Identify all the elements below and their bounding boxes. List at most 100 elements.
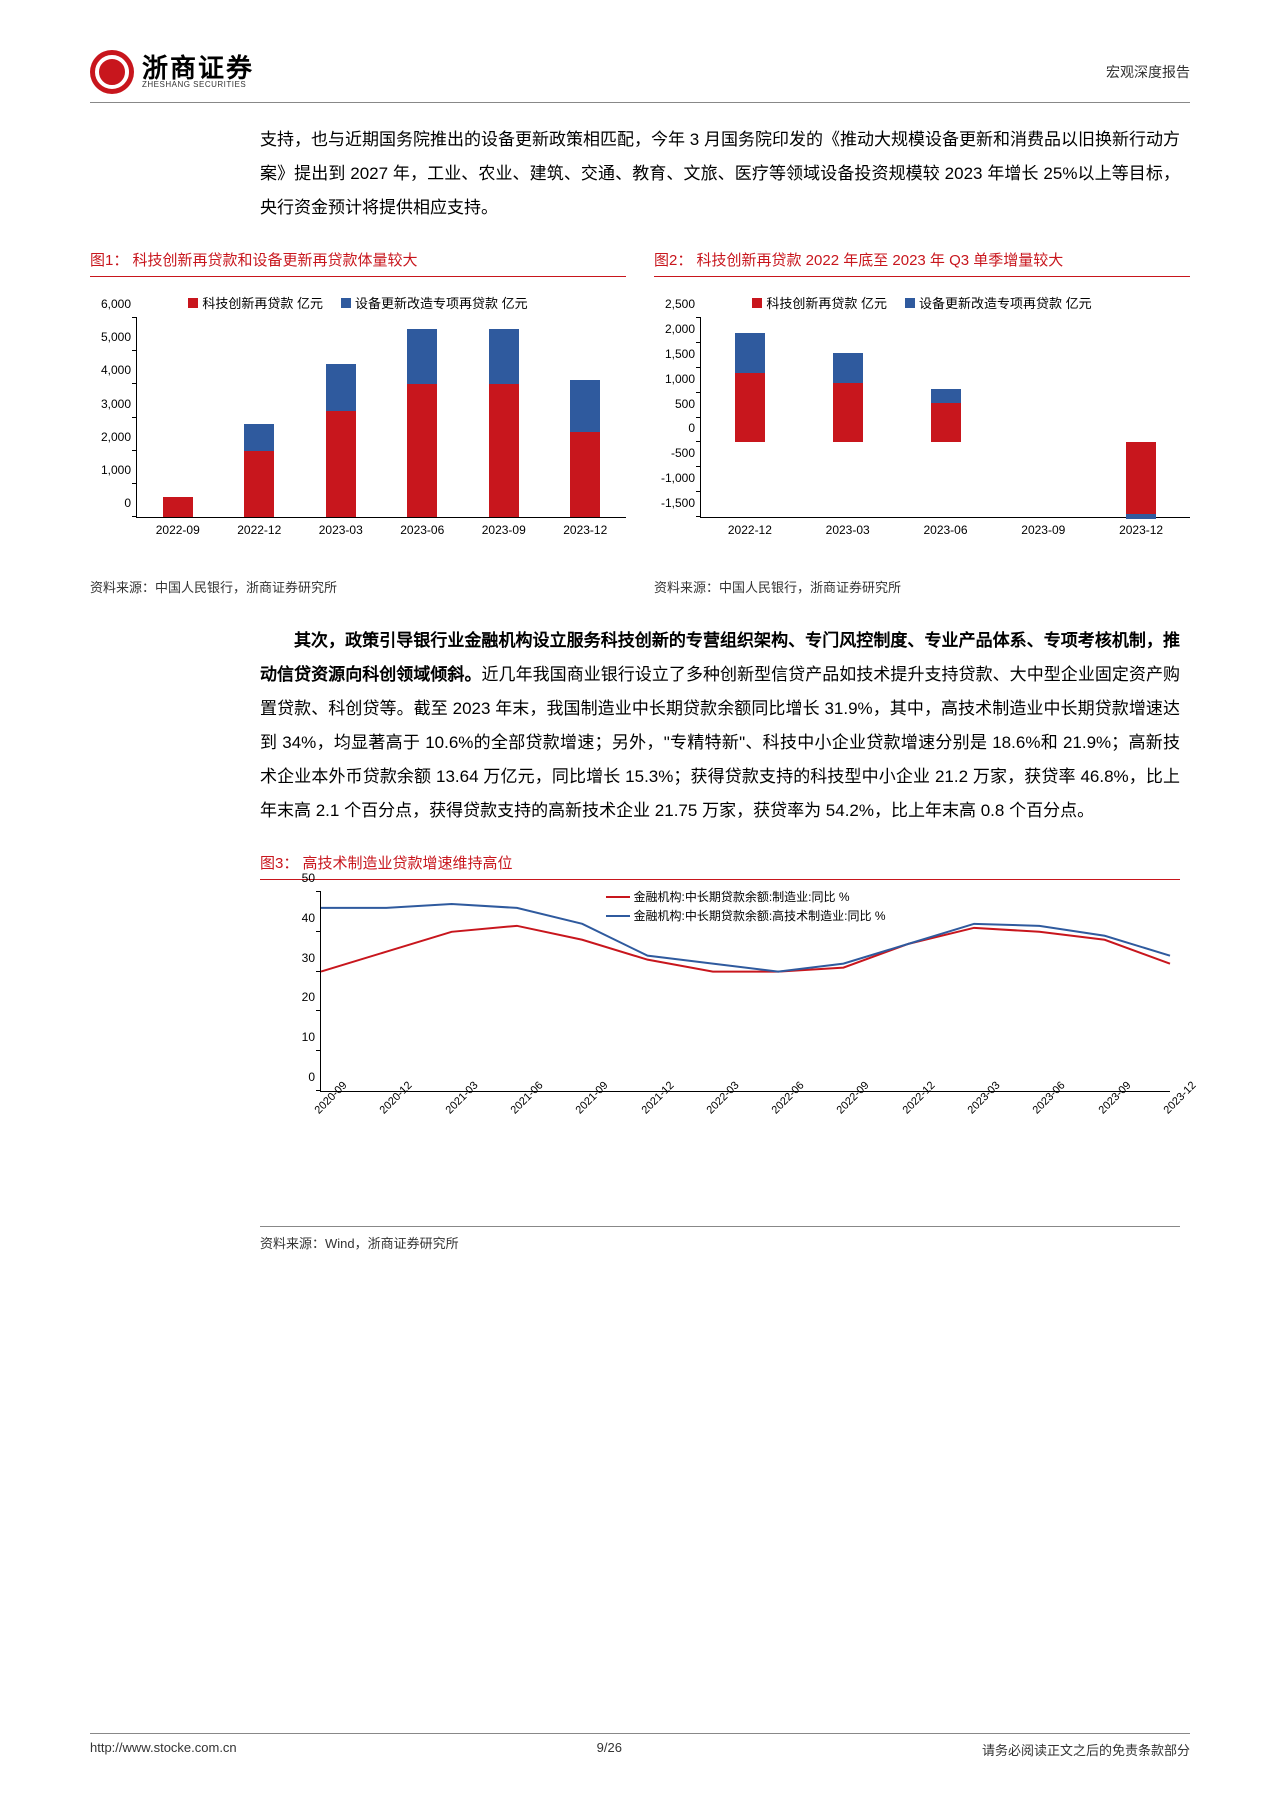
y-tick-label: 6,000 (91, 297, 131, 311)
legend-swatch (905, 298, 915, 308)
legend-label: 科技创新再贷款 亿元 (202, 293, 323, 312)
logo-block: 浙商证券 ZHESHANG SECURITIES (90, 50, 254, 94)
bar-segment-tech (244, 451, 274, 517)
footer-url: http://www.stocke.com.cn (90, 1740, 237, 1759)
y-tick-label: 0 (655, 421, 695, 435)
y-tick-label: 40 (275, 911, 315, 925)
x-tick-label: 2023-06 (400, 523, 444, 537)
bar-segment-tech (833, 383, 863, 443)
bar-group (1028, 318, 1058, 517)
figure-1-title: 图1： 科技创新再贷款和设备更新再贷款体量较大 (90, 249, 626, 277)
footer-page: 9/26 (597, 1740, 622, 1759)
legend-label: 设备更新改造专项再贷款 亿元 (919, 293, 1092, 312)
bar-group (326, 318, 356, 517)
legend-item: 科技创新再贷款 亿元 (752, 293, 887, 312)
figure-3-source: 资料来源：Wind，浙商证券研究所 (260, 1226, 1180, 1252)
figure-2-source: 资料来源：中国人民银行，浙商证券研究所 (654, 577, 1190, 596)
logo-text-cn: 浙商证券 (142, 55, 254, 81)
x-tick-label: 2022-12 (237, 523, 281, 537)
line-mfg (321, 926, 1170, 972)
x-tick-label: 2023-09 (482, 523, 526, 537)
bar-segment-equip (570, 380, 600, 432)
bar-segment-tech (931, 403, 961, 443)
y-tick-label: 0 (91, 496, 131, 510)
y-tick-label: 1,000 (91, 463, 131, 477)
line-hitech (321, 904, 1170, 972)
y-tick-label: 5,000 (91, 330, 131, 344)
header-divider (90, 102, 1190, 103)
y-tick-label: 1,500 (655, 347, 695, 361)
x-tick-label: 2023-03 (826, 523, 870, 537)
logo-icon (90, 50, 134, 94)
bar-segment-tech (326, 411, 356, 517)
y-tick-label: 50 (275, 871, 315, 885)
bar-group (163, 318, 193, 517)
y-tick-label: -500 (655, 446, 695, 460)
legend-label: 设备更新改造专项再贷款 亿元 (355, 293, 528, 312)
bar-segment-tech (570, 432, 600, 517)
bar-segment-equip (489, 329, 519, 384)
figure-2: 图2： 科技创新再贷款 2022 年底至 2023 年 Q3 单季增量较大 科技… (654, 249, 1190, 596)
y-tick-label: 2,000 (655, 322, 695, 336)
y-tick-label: -1,000 (655, 471, 695, 485)
x-tick-label: 2023-12 (563, 523, 607, 537)
figure-1-legend: 科技创新再贷款 亿元 设备更新改造专项再贷款 亿元 (90, 293, 626, 312)
figure-2-legend: 科技创新再贷款 亿元 设备更新改造专项再贷款 亿元 (654, 293, 1190, 312)
bar-segment-tech (735, 373, 765, 443)
legend-item: 科技创新再贷款 亿元 (188, 293, 323, 312)
y-tick-label: 500 (655, 397, 695, 411)
bar-segment-equip (833, 353, 863, 383)
legend-item: 设备更新改造专项再贷款 亿元 (341, 293, 528, 312)
legend-item: 设备更新改造专项再贷款 亿元 (905, 293, 1092, 312)
bar-segment-equip (735, 333, 765, 373)
y-tick-label: 4,000 (91, 363, 131, 377)
bar-group (570, 318, 600, 517)
x-tick-label: 2023-12 (1119, 523, 1163, 537)
body-paragraph-2: 其次，政策引导银行业金融机构设立服务科技创新的专营组织架构、专门风控制度、专业产… (260, 624, 1180, 828)
bar-segment-equip (1126, 514, 1156, 519)
x-tick-label: 2023-09 (1021, 523, 1065, 537)
x-tick-label: 2022-12 (728, 523, 772, 537)
legend-swatch (752, 298, 762, 308)
x-tick-label: 2022-09 (156, 523, 200, 537)
bar-segment-tech (163, 497, 193, 517)
figure-2-plot: -1,500-1,000-50005001,0001,5002,0002,500… (700, 318, 1190, 518)
bar-group (244, 318, 274, 517)
report-header: 浙商证券 ZHESHANG SECURITIES 宏观深度报告 (90, 50, 1190, 94)
bar-group (931, 318, 961, 517)
bar-group (489, 318, 519, 517)
figure-3-plot: 金融机构:中长期贷款余额:制造业:同比 %金融机构:中长期贷款余额:高技术制造业… (320, 892, 1170, 1092)
body-paragraph-1: 支持，也与近期国务院推出的设备更新政策相匹配，今年 3 月国务院印发的《推动大规… (260, 123, 1180, 225)
page-footer: http://www.stocke.com.cn 9/26 请务必阅读正文之后的… (90, 1733, 1190, 1759)
footer-disclaimer: 请务必阅读正文之后的免责条款部分 (982, 1740, 1190, 1759)
doc-type-label: 宏观深度报告 (1106, 62, 1190, 82)
y-tick-label: 30 (275, 951, 315, 965)
y-tick-label: 2,000 (91, 430, 131, 444)
bar-segment-equip (244, 424, 274, 451)
bar-segment-tech (407, 384, 437, 517)
figure-1: 图1： 科技创新再贷款和设备更新再贷款体量较大 科技创新再贷款 亿元 设备更新改造… (90, 249, 626, 596)
bar-segment-tech (489, 384, 519, 517)
y-tick-label: 0 (275, 1070, 315, 1084)
bar-segment-tech (1126, 442, 1156, 514)
y-tick-label: 3,000 (91, 397, 131, 411)
bar-segment-equip (407, 329, 437, 384)
logo-text-en: ZHESHANG SECURITIES (142, 81, 254, 89)
y-tick-label: 1,000 (655, 372, 695, 386)
bar-segment-equip (326, 364, 356, 410)
bar-group (407, 318, 437, 517)
bar-group (833, 318, 863, 517)
figure-3-title: 图3： 高技术制造业贷款增速维持高位 (260, 852, 1180, 880)
y-tick-label: 10 (275, 1030, 315, 1044)
figure-1-plot: 01,0002,0003,0004,0005,0006,0002022-0920… (136, 318, 626, 518)
x-tick-label: 2023-06 (923, 523, 967, 537)
legend-swatch (188, 298, 198, 308)
y-tick-label: 20 (275, 990, 315, 1004)
line-svg (321, 892, 1170, 1091)
figure-3: 图3： 高技术制造业贷款增速维持高位 金融机构:中长期贷款余额:制造业:同比 %… (260, 852, 1180, 1252)
legend-label: 科技创新再贷款 亿元 (766, 293, 887, 312)
figure-1-source: 资料来源：中国人民银行，浙商证券研究所 (90, 577, 626, 596)
x-tick-label: 2023-03 (319, 523, 363, 537)
bar-segment-equip (931, 389, 961, 403)
y-tick-label: -1,500 (655, 496, 695, 510)
